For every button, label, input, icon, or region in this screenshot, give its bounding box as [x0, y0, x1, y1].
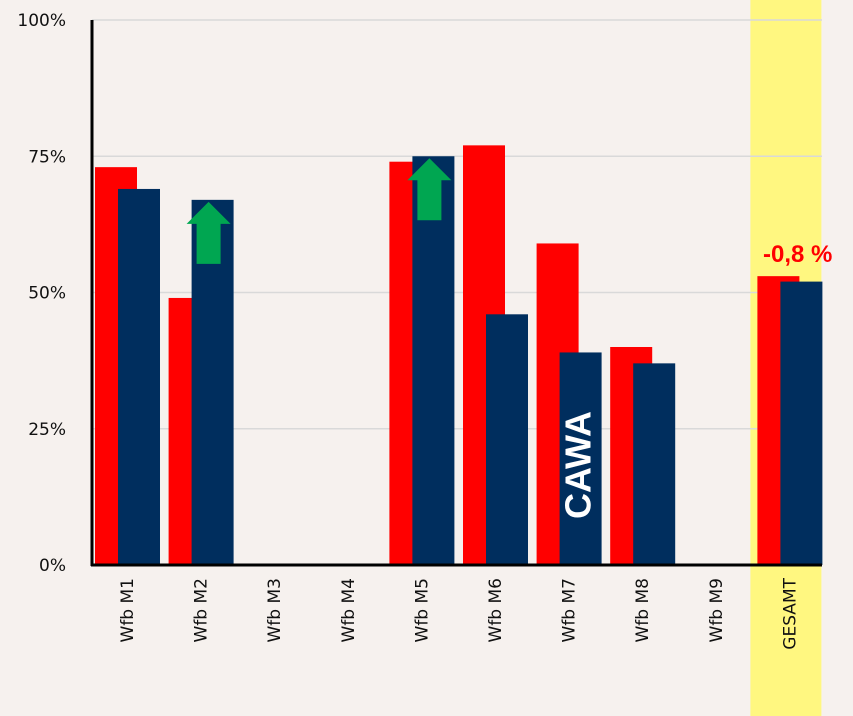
bar-blue-wfb-m7 [559, 352, 602, 565]
up-arrow-icon [186, 201, 231, 264]
x-axis-labels: Wfb M1 Wfb M2 Wfb M3 Wfb M4 Wfb M5 Wfb M6 Wfb … [118, 577, 800, 649]
y-tick-label: 25% [28, 420, 66, 440]
x-tick-label: Wfb M5 [412, 578, 432, 642]
x-tick-label: Wfb M6 [486, 578, 506, 642]
bar-blue-wfb-m8 [633, 363, 676, 565]
bar-blue-gesamt [780, 281, 823, 565]
x-tick-label: Wfb M9 [707, 578, 727, 642]
arrow-markers [186, 158, 452, 264]
x-tick-label: GESAMT [780, 577, 800, 649]
y-tick-label: 75% [28, 147, 66, 167]
bar-blue-wfb-m1 [118, 188, 160, 565]
cawa-watermark: CAWA [558, 411, 599, 519]
x-tick-label: Wfb M7 [560, 578, 580, 642]
bar-blue-wfb-m5 [412, 156, 455, 565]
x-tick-label: Wfb M4 [339, 578, 359, 642]
up-arrow-icon [407, 158, 452, 221]
y-tick-label: 0% [39, 556, 66, 576]
bar-blue-wfb-m6 [486, 314, 528, 565]
x-tick-label: Wfb M3 [265, 578, 285, 642]
gesamt-change-annotation: -0,8 % [763, 241, 832, 268]
bars [95, 145, 823, 565]
x-tick-label: Wfb M2 [192, 578, 212, 642]
y-axis-ticks: 0% 25% 50% 75% 100% [17, 11, 66, 576]
x-tick-label: Wfb M1 [118, 578, 138, 642]
y-tick-label: 50% [28, 284, 66, 304]
x-tick-label: Wfb M8 [633, 578, 653, 642]
y-tick-label: 100% [17, 11, 66, 31]
